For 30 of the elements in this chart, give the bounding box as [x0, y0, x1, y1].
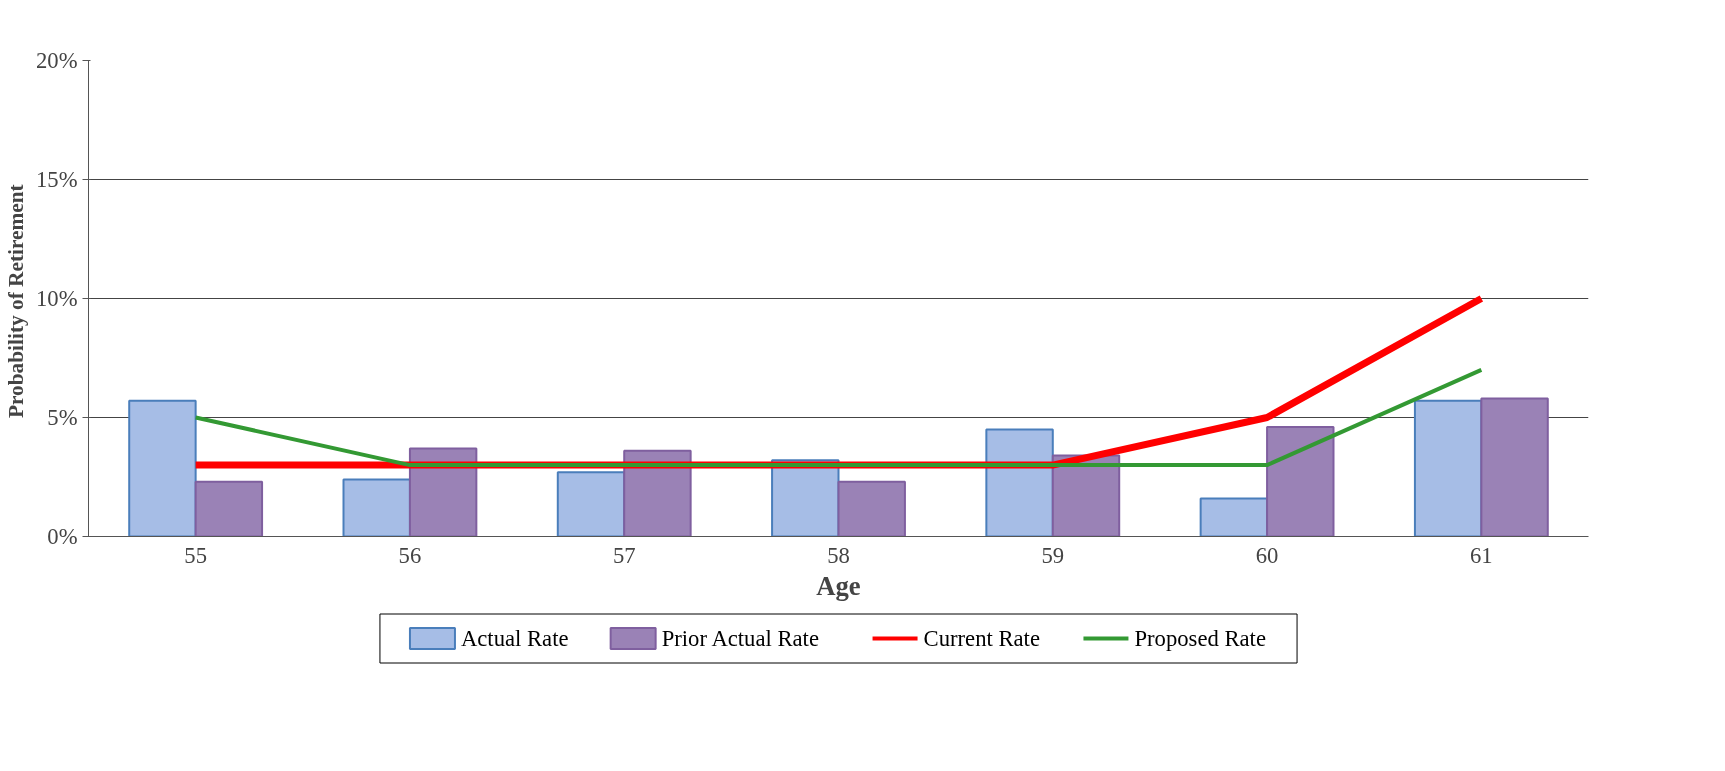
- x-tick-label: 56: [398, 542, 422, 568]
- x-tick-label: 57: [612, 542, 636, 568]
- x-tick-label: 59: [1041, 542, 1065, 568]
- x-tick-label: 60: [1255, 542, 1279, 568]
- bar: [623, 449, 692, 537]
- x-tick-label: 61: [1470, 542, 1493, 568]
- bar: [1266, 426, 1335, 537]
- bar: [837, 480, 906, 537]
- legend-label: Proposed Rate: [1134, 626, 1266, 651]
- x-tick-label: 58: [827, 542, 850, 568]
- legend-label: Current Rate: [923, 626, 1040, 651]
- legend-label: Prior Actual Rate: [661, 626, 819, 651]
- bar: [1480, 397, 1549, 537]
- bar: [1413, 399, 1483, 537]
- y-tick-label: 15%: [35, 167, 78, 192]
- bar: [342, 478, 411, 537]
- y-axis-title: Probability of Retirement: [3, 183, 28, 419]
- x-axis-title: Age: [816, 570, 861, 601]
- y-tick-label: 20%: [35, 48, 78, 73]
- y-tick-label: 10%: [35, 286, 78, 311]
- y-tick-label: 0%: [47, 524, 78, 549]
- bar: [556, 471, 626, 537]
- bar: [128, 399, 197, 537]
- bar: [985, 428, 1054, 537]
- bar: [1199, 497, 1269, 537]
- bar: [194, 480, 264, 537]
- legend-label: Actual Rate: [460, 626, 569, 651]
- bar: [408, 447, 478, 537]
- x-tick-label: 55: [184, 542, 207, 568]
- y-tick-label: 5%: [47, 405, 78, 430]
